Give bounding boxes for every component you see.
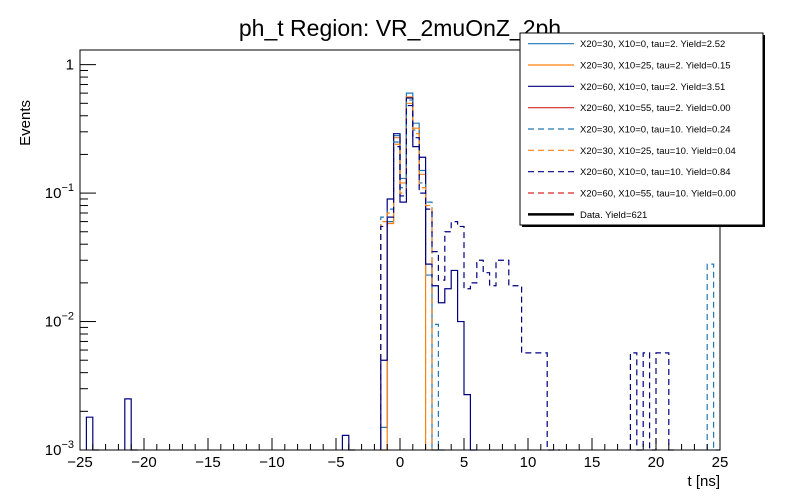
x-tick-label: 20 — [648, 454, 665, 471]
y-axis: 1 10−1 10−2 10−3 — [45, 57, 96, 459]
x-tick-label: 5 — [460, 454, 468, 471]
legend-label: X20=30, X10=0, tau=2. Yield=2.52 — [580, 39, 725, 50]
x-tick-label: 25 — [712, 454, 729, 471]
legend-label: X20=30, X10=25, tau=2. Yield=0.15 — [580, 61, 731, 72]
series-line — [380, 104, 676, 451]
x-tick-label: −5 — [327, 454, 344, 471]
x-tick-label: 0 — [396, 454, 404, 471]
x-tick-label: −15 — [195, 454, 220, 471]
legend-label: X20=60, X10=55, tau=2. Yield=0.00 — [580, 103, 731, 114]
x-tick-label: 10 — [520, 454, 537, 471]
legend-label: X20=60, X10=0, tau=10. Yield=0.84 — [580, 167, 731, 178]
y-axis-label: Events — [17, 100, 34, 146]
series-line — [380, 102, 433, 450]
legend-label: Data. Yield=621 — [580, 210, 647, 221]
legend-label: X20=30, X10=25, tau=10. Yield=0.04 — [580, 146, 736, 157]
y-tick-label: 10−1 — [45, 182, 74, 202]
x-tick-label: −25 — [67, 454, 92, 471]
y-tick-label: 10−3 — [45, 439, 74, 459]
legend: X20=30, X10=0, tau=2. Yield=2.52 X20=30, … — [519, 32, 765, 227]
y-tick-label: 10−2 — [45, 311, 74, 331]
x-tick-label: −20 — [131, 454, 156, 471]
y-tick-label: 1 — [66, 57, 74, 74]
x-axis: −25 −20 −15 −10 −5 0 5 10 15 20 25 — [67, 438, 728, 471]
legend-label: X20=30, X10=0, tau=10. Yield=0.24 — [580, 125, 731, 136]
x-tick-label: −10 — [259, 454, 284, 471]
series-line — [380, 92, 439, 451]
series-line — [85, 97, 477, 451]
x-tick-label: 15 — [584, 454, 601, 471]
x-axis-label: t [ns] — [687, 473, 720, 490]
chart-title: ph_t Region: VR_2muOnZ_2ph — [239, 15, 561, 41]
legend-label: X20=60, X10=0, tau=2. Yield=3.51 — [580, 82, 725, 93]
legend-label: X20=60, X10=55, tau=10. Yield=0.00 — [580, 189, 736, 200]
